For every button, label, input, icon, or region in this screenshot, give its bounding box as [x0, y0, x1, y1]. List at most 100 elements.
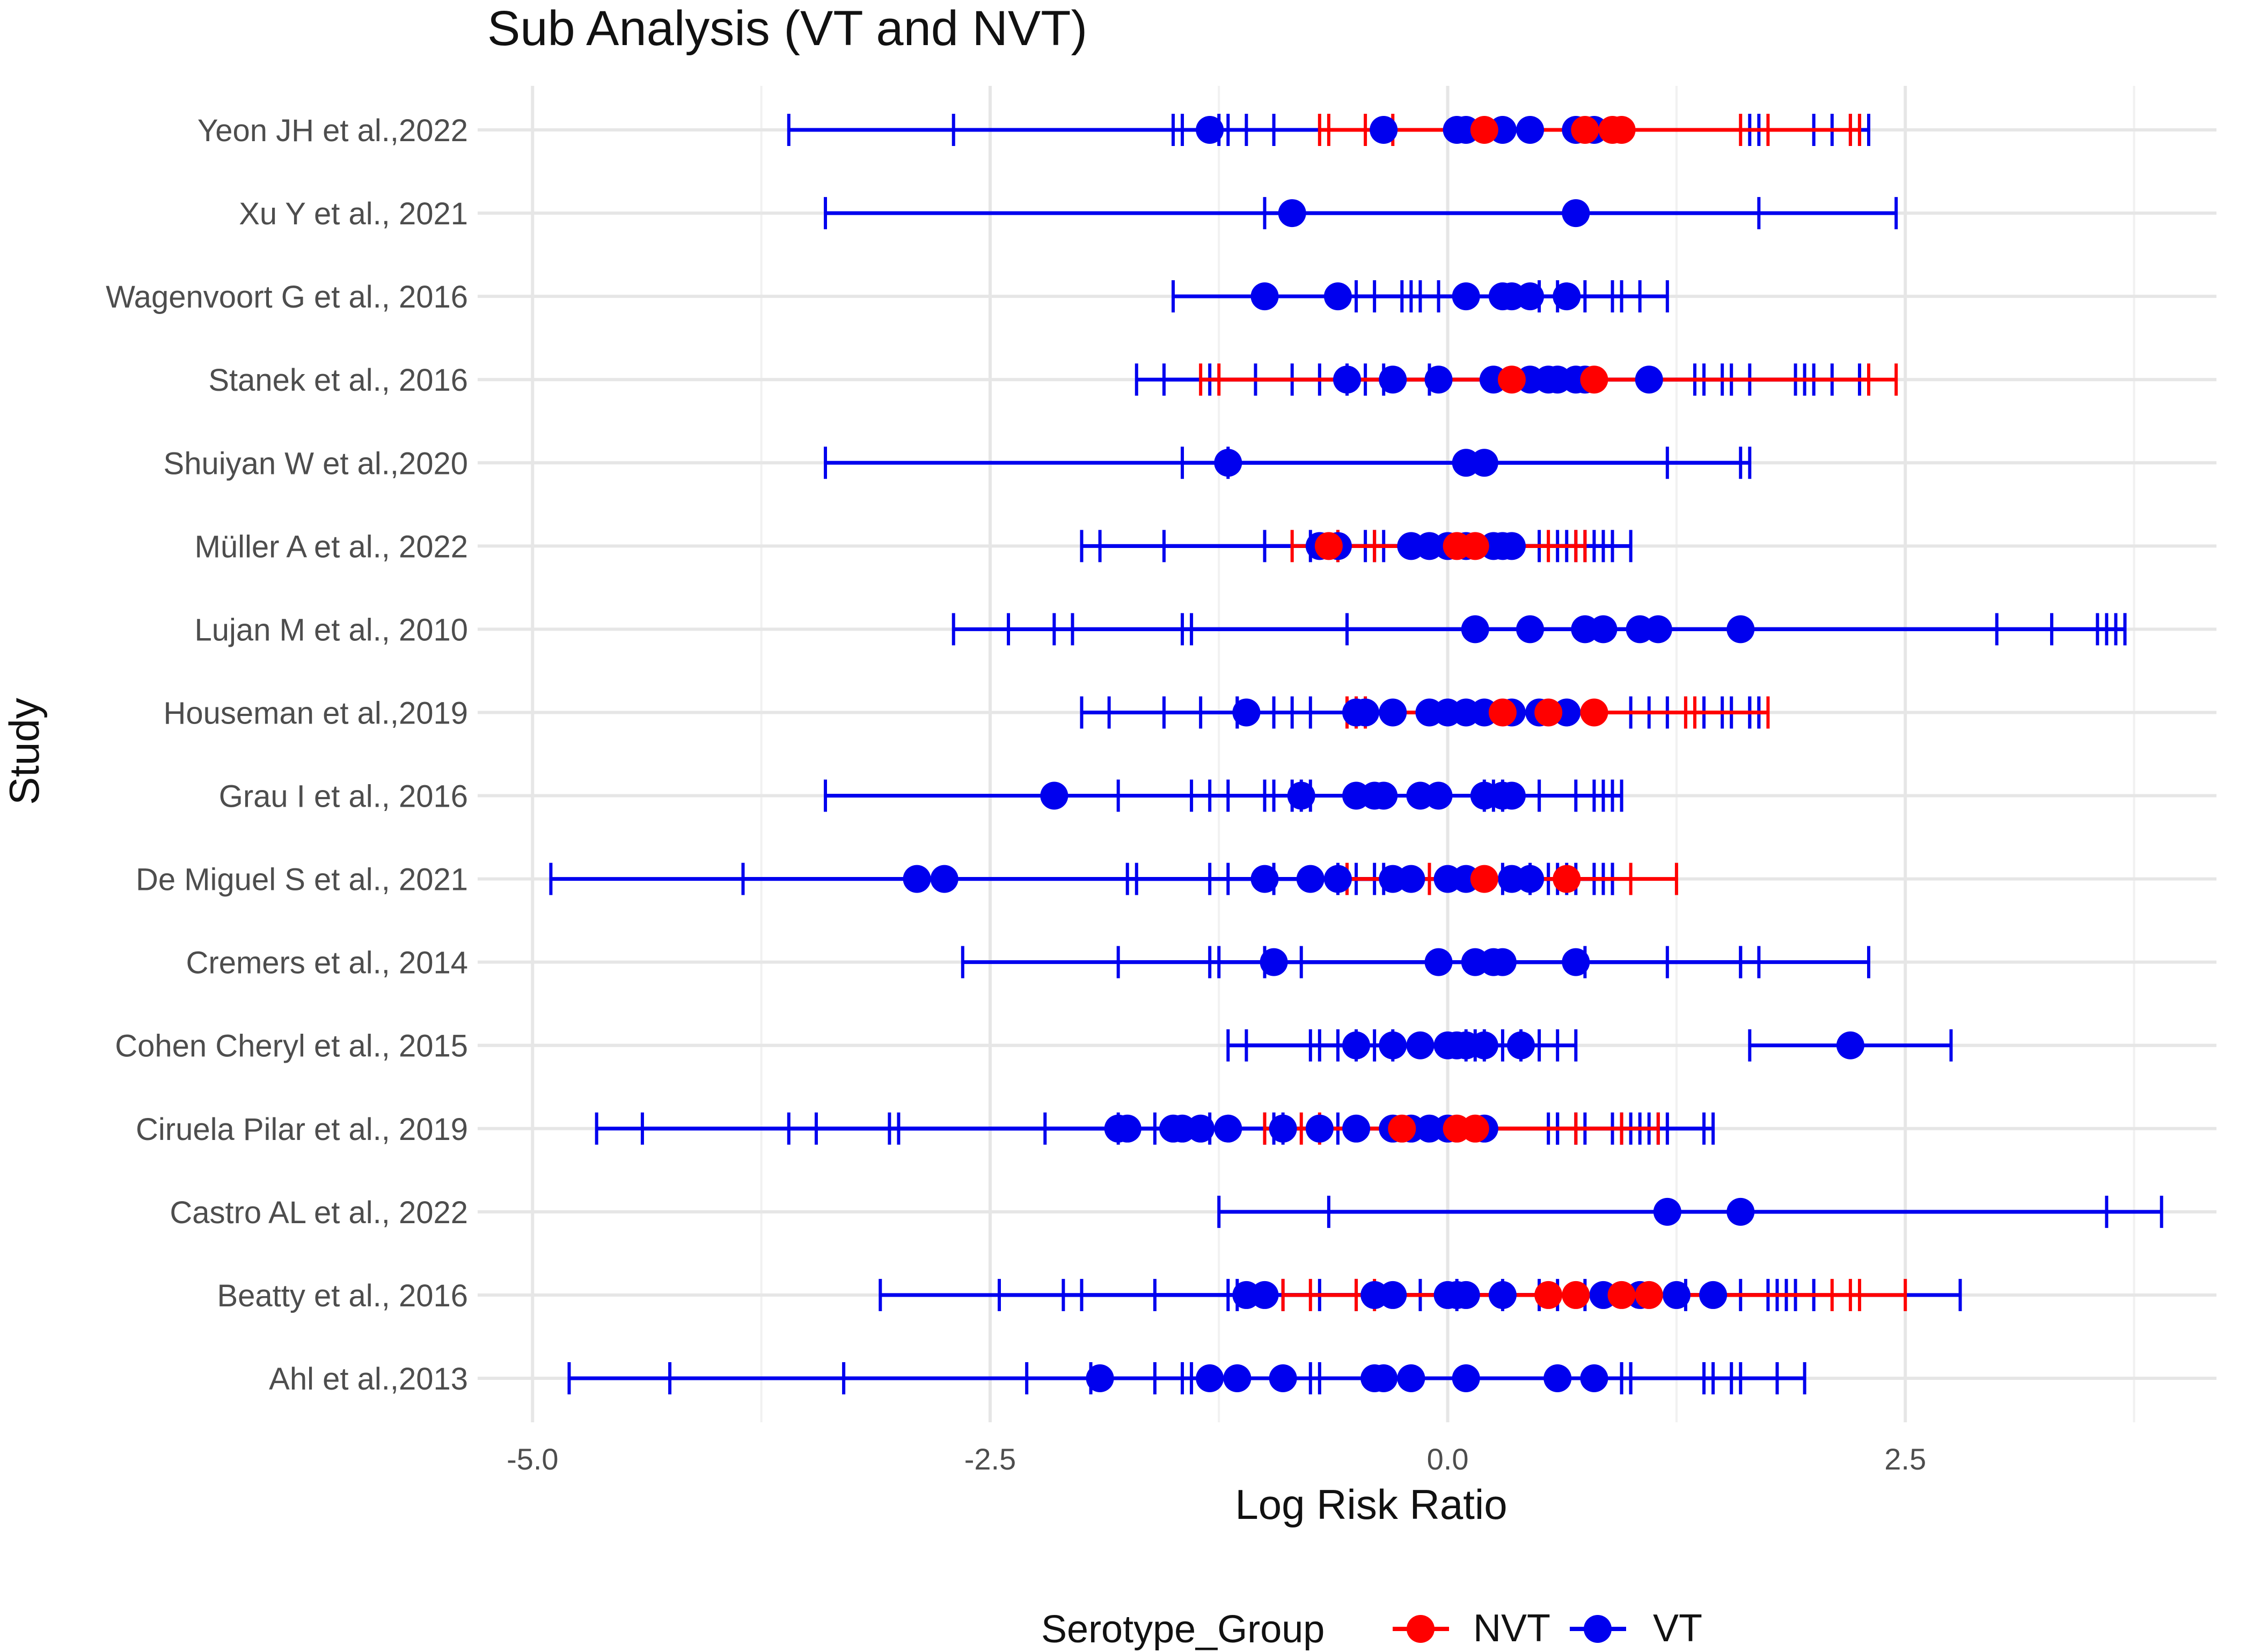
point-vt	[1497, 532, 1526, 560]
study-label: Grau I et al., 2016	[219, 779, 468, 814]
point-vt	[1516, 615, 1545, 644]
point-nvt	[1571, 116, 1599, 144]
point-vt	[1452, 282, 1480, 311]
study-label: Xu Y et al., 2021	[239, 196, 468, 231]
point-vt	[1260, 948, 1288, 976]
point-vt	[1370, 116, 1398, 144]
study-label: Yeon JH et al.,2022	[197, 113, 468, 148]
point-vt	[1562, 948, 1590, 976]
study-label: Cremers et al., 2014	[186, 946, 468, 981]
point-vt	[1323, 865, 1352, 893]
point-vt	[1214, 449, 1242, 477]
chart-title: Sub Analysis (VT and NVT)	[487, 1, 1087, 56]
point-vt	[1424, 948, 1453, 976]
legend-label-vt: VT	[1653, 1607, 1702, 1650]
study-label: Stanek et al., 2016	[208, 363, 468, 398]
point-vt	[1516, 865, 1545, 893]
point-vt	[1406, 1031, 1435, 1059]
legend-key-vt	[1570, 1615, 1626, 1643]
legend-title: Serotype_Group	[1041, 1608, 1325, 1651]
point-vt	[1370, 781, 1398, 810]
point-vt	[1232, 698, 1261, 727]
study-label: Castro AL et al., 2022	[170, 1195, 468, 1230]
point-vt	[930, 865, 958, 893]
study-label: Ahl et al.,2013	[269, 1362, 468, 1397]
study-label: Beatty et al., 2016	[217, 1278, 468, 1313]
x-tick-labels: -5.0 -2.5 0.0 2.5	[507, 1442, 1926, 1476]
point-nvt	[1580, 698, 1608, 727]
x-tick-label: -5.0	[507, 1442, 559, 1476]
point-vt	[1589, 615, 1618, 644]
point-vt	[1040, 781, 1069, 810]
point-vt	[1223, 1364, 1252, 1392]
point-vt	[1269, 1364, 1297, 1392]
point-vt	[1351, 698, 1380, 727]
point-vt	[1699, 1281, 1728, 1309]
point-vt	[1461, 615, 1489, 644]
point-nvt	[1497, 366, 1526, 394]
point-vt	[1452, 1364, 1480, 1392]
study-label: Lujan M et al., 2010	[195, 612, 468, 647]
x-tick-label: -2.5	[964, 1442, 1016, 1476]
point-vt	[1644, 615, 1672, 644]
study-label: Wagenvoort G et al., 2016	[106, 280, 468, 315]
point-vt	[1470, 1031, 1498, 1059]
point-vt	[1424, 781, 1453, 810]
point-vt	[1370, 1364, 1398, 1392]
point-vt	[1250, 1281, 1279, 1309]
point-vt	[1086, 1364, 1114, 1392]
legend-label-nvt: NVT	[1473, 1607, 1550, 1650]
study-label: De Miguel S et al., 2021	[136, 862, 468, 897]
study-label: Müller A et al., 2022	[195, 529, 468, 564]
point-nvt	[1562, 1281, 1590, 1309]
x-axis-title: Log Risk Ratio	[1235, 1481, 1507, 1528]
point-nvt	[1461, 1114, 1489, 1143]
point-vt	[1379, 1031, 1407, 1059]
point-vt	[1342, 1114, 1371, 1143]
point-vt	[1580, 1364, 1608, 1392]
point-nvt	[1635, 1281, 1663, 1309]
point-vt	[1379, 698, 1407, 727]
point-nvt	[1534, 698, 1563, 727]
point-nvt	[1314, 532, 1343, 560]
point-vt	[1269, 1114, 1297, 1143]
point-vt	[1516, 282, 1545, 311]
x-tick-label: 2.5	[1884, 1442, 1926, 1476]
point-nvt	[1553, 865, 1581, 893]
point-vt	[1635, 366, 1663, 394]
point-vt	[1196, 1364, 1224, 1392]
point-vt	[1379, 366, 1407, 394]
point-vt	[1653, 1197, 1681, 1226]
series-layer	[549, 114, 2163, 1394]
study-label: Shuiyan W et al.,2020	[164, 446, 468, 481]
point-nvt	[1388, 1114, 1416, 1143]
point-nvt	[1607, 1281, 1636, 1309]
x-tick-label: 0.0	[1427, 1442, 1469, 1476]
study-label: Houseman et al.,2019	[164, 696, 468, 730]
point-vt	[1507, 1031, 1535, 1059]
point-vt	[1562, 199, 1590, 228]
point-vt	[1342, 1031, 1371, 1059]
point-vt	[1287, 781, 1315, 810]
point-vt	[1662, 1281, 1691, 1309]
study-labels: Ahl et al.,2013 Beatty et al., 2016 Castro…	[106, 113, 468, 1397]
point-vt	[1113, 1114, 1142, 1143]
point-vt	[1488, 948, 1517, 976]
point-vt	[1296, 865, 1325, 893]
point-vt	[1516, 116, 1545, 144]
point-vt	[1397, 1364, 1425, 1392]
point-vt	[1497, 781, 1526, 810]
point-vt	[1553, 282, 1581, 311]
point-vt	[1333, 366, 1361, 394]
point-vt	[903, 865, 931, 893]
point-vt	[1214, 1114, 1242, 1143]
point-nvt	[1470, 865, 1498, 893]
point-vt	[1250, 282, 1279, 311]
point-vt	[1452, 1281, 1480, 1309]
point-vt	[1305, 1114, 1334, 1143]
point-vt	[1726, 615, 1755, 644]
point-vt	[1424, 366, 1453, 394]
point-nvt	[1598, 116, 1627, 144]
point-nvt	[1470, 116, 1498, 144]
